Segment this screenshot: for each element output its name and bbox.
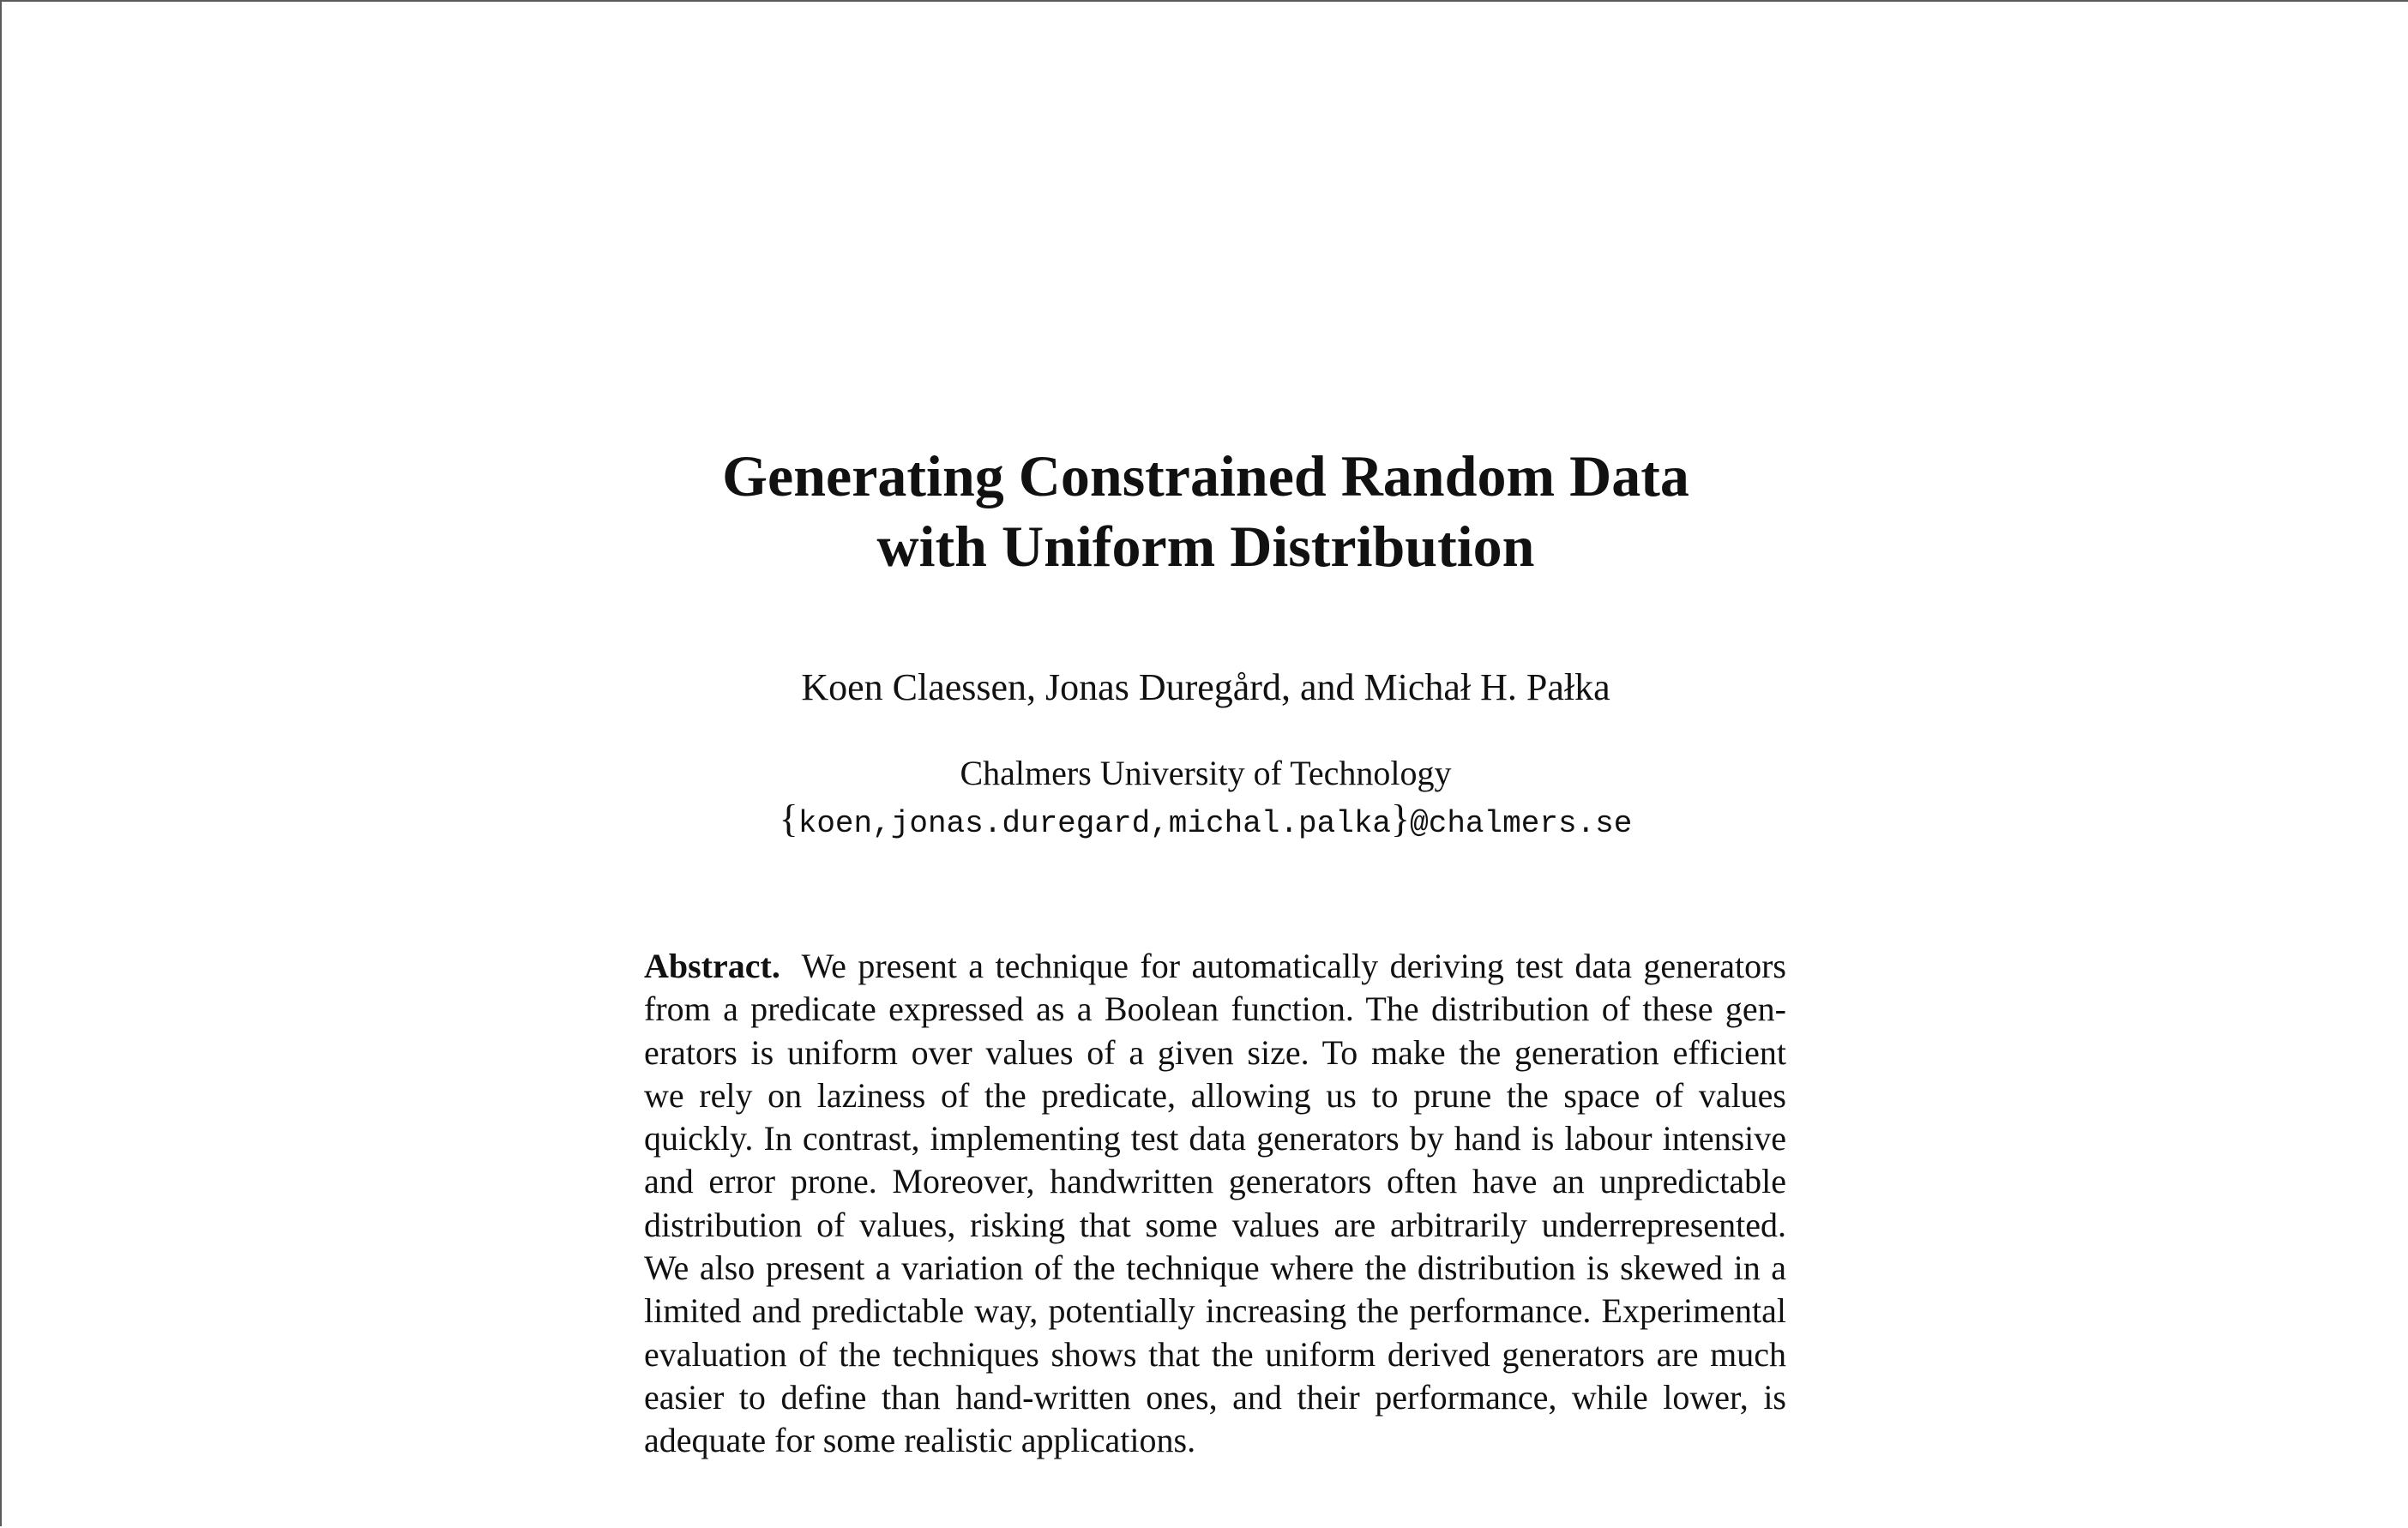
abstract-line: we rely on laziness of the predicate, al… [644,1075,1786,1115]
author-list: Koen Claessen, Jonas Duregård, and Micha… [801,666,1610,708]
email-names: koen,jonas.duregard,michal.palka [798,806,1392,841]
abstract-line: and error prone. Moreover, handwritten g… [644,1162,1786,1201]
abstract-line: quickly. In contrast, implementing test … [644,1119,1786,1158]
title-line-2: with Uniform Distribution [876,514,1535,579]
affiliation: Chalmers University of Technology [960,754,1452,792]
abstract-line: erators is uniform over values of a give… [644,1032,1786,1072]
email-open-brace: { [779,797,798,840]
paper-title: Generating Constrained Random Data with … [2,441,2408,581]
abstract-line: limited and predictable way, potentially… [644,1291,1786,1331]
abstract-line-text: We present a technique for automatically… [801,947,1786,985]
abstract-label: Abstract. [644,947,780,985]
abstract-line: easier to define than hand-written ones,… [644,1377,1786,1417]
email-close-brace: } [1391,797,1411,840]
abstract: Abstract. We present a technique for aut… [644,945,1786,1463]
abstract-line: Abstract. We present a technique for aut… [644,945,1786,988]
abstract-line: distribution of values, risking that som… [644,1205,1786,1244]
abstract-line: adequate for some realistic applications… [644,1421,1196,1460]
title-line-1: Generating Constrained Random Data [722,443,1689,508]
abstract-line: We also present a variation of the techn… [644,1248,1786,1288]
abstract-line: from a predicate expressed as a Boolean … [644,990,1786,1029]
author-emails: {koen,jonas.duregard,michal.palka}@chalm… [2,796,2408,847]
abstract-line: evaluation of the techniques shows that … [644,1334,1786,1374]
email-domain: @chalmers.se [1410,806,1633,841]
